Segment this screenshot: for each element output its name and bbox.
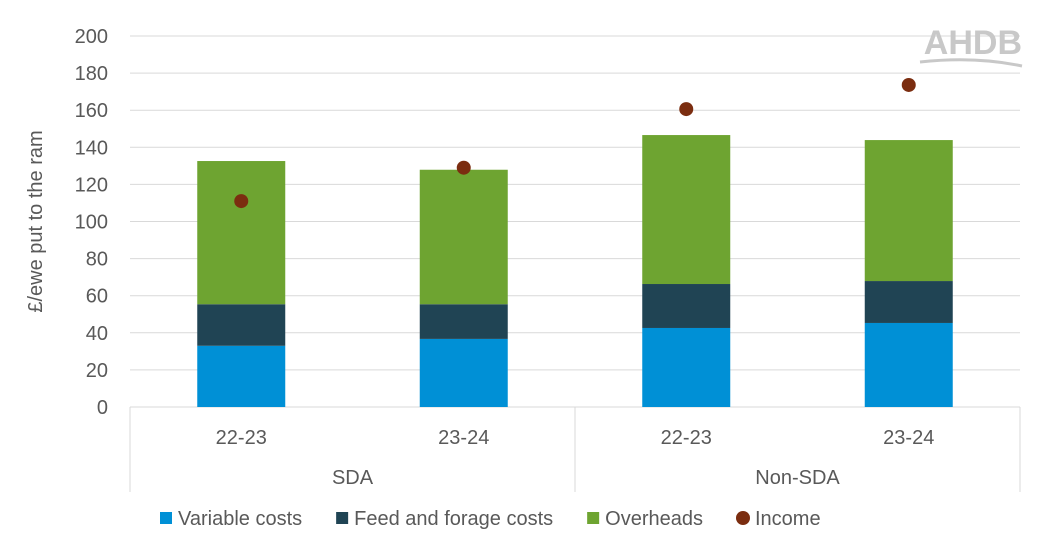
group-label: SDA	[332, 467, 374, 489]
bar-feed-and-forage-costs	[197, 304, 286, 346]
bar-variable-costs	[197, 345, 286, 407]
income-point	[456, 160, 471, 175]
legend-swatch	[736, 511, 750, 525]
bar-overheads	[864, 140, 953, 282]
y-tick-label: 60	[86, 286, 108, 308]
x-tick-label: 23-24	[883, 427, 934, 449]
y-tick-label: 200	[75, 26, 108, 48]
legend-label: Overheads	[605, 508, 703, 530]
bar-overheads	[419, 169, 508, 305]
income-point	[679, 102, 694, 117]
y-tick-label: 40	[86, 323, 108, 345]
bar-feed-and-forage-costs	[642, 284, 731, 328]
x-tick-label: 22-23	[661, 427, 712, 449]
bar-feed-and-forage-costs	[419, 304, 508, 339]
group-label: Non-SDA	[755, 467, 840, 489]
legend-label: Feed and forage costs	[354, 508, 553, 530]
bar-overheads	[642, 135, 731, 285]
legend-label: Variable costs	[178, 508, 302, 530]
bar-variable-costs	[642, 327, 731, 407]
y-tick-label: 100	[75, 212, 108, 234]
bar-variable-costs	[864, 322, 953, 407]
legend-label: Income	[755, 508, 821, 530]
x-tick-label: 22-23	[216, 427, 267, 449]
income-point	[901, 77, 916, 92]
bar-feed-and-forage-costs	[864, 281, 953, 323]
logo-swoosh	[919, 58, 1023, 68]
y-tick-label: 180	[75, 63, 108, 85]
income-point	[234, 194, 249, 209]
y-tick-label: 20	[86, 360, 108, 382]
y-tick-label: 120	[75, 174, 108, 196]
ahdb-logo: AHDB	[924, 24, 1022, 62]
legend-swatch	[587, 512, 600, 524]
y-tick-label: 0	[97, 397, 108, 419]
y-tick-label: 80	[86, 249, 108, 271]
y-tick-label: 160	[75, 100, 108, 122]
bar-variable-costs	[419, 338, 508, 407]
legend-swatch	[336, 512, 349, 524]
bar-overheads	[197, 161, 286, 305]
legend-swatch	[160, 512, 172, 524]
y-axis-label: £/ewe put to the ram	[25, 130, 47, 312]
y-tick-label: 140	[75, 137, 108, 159]
x-tick-label: 23-24	[438, 427, 489, 449]
